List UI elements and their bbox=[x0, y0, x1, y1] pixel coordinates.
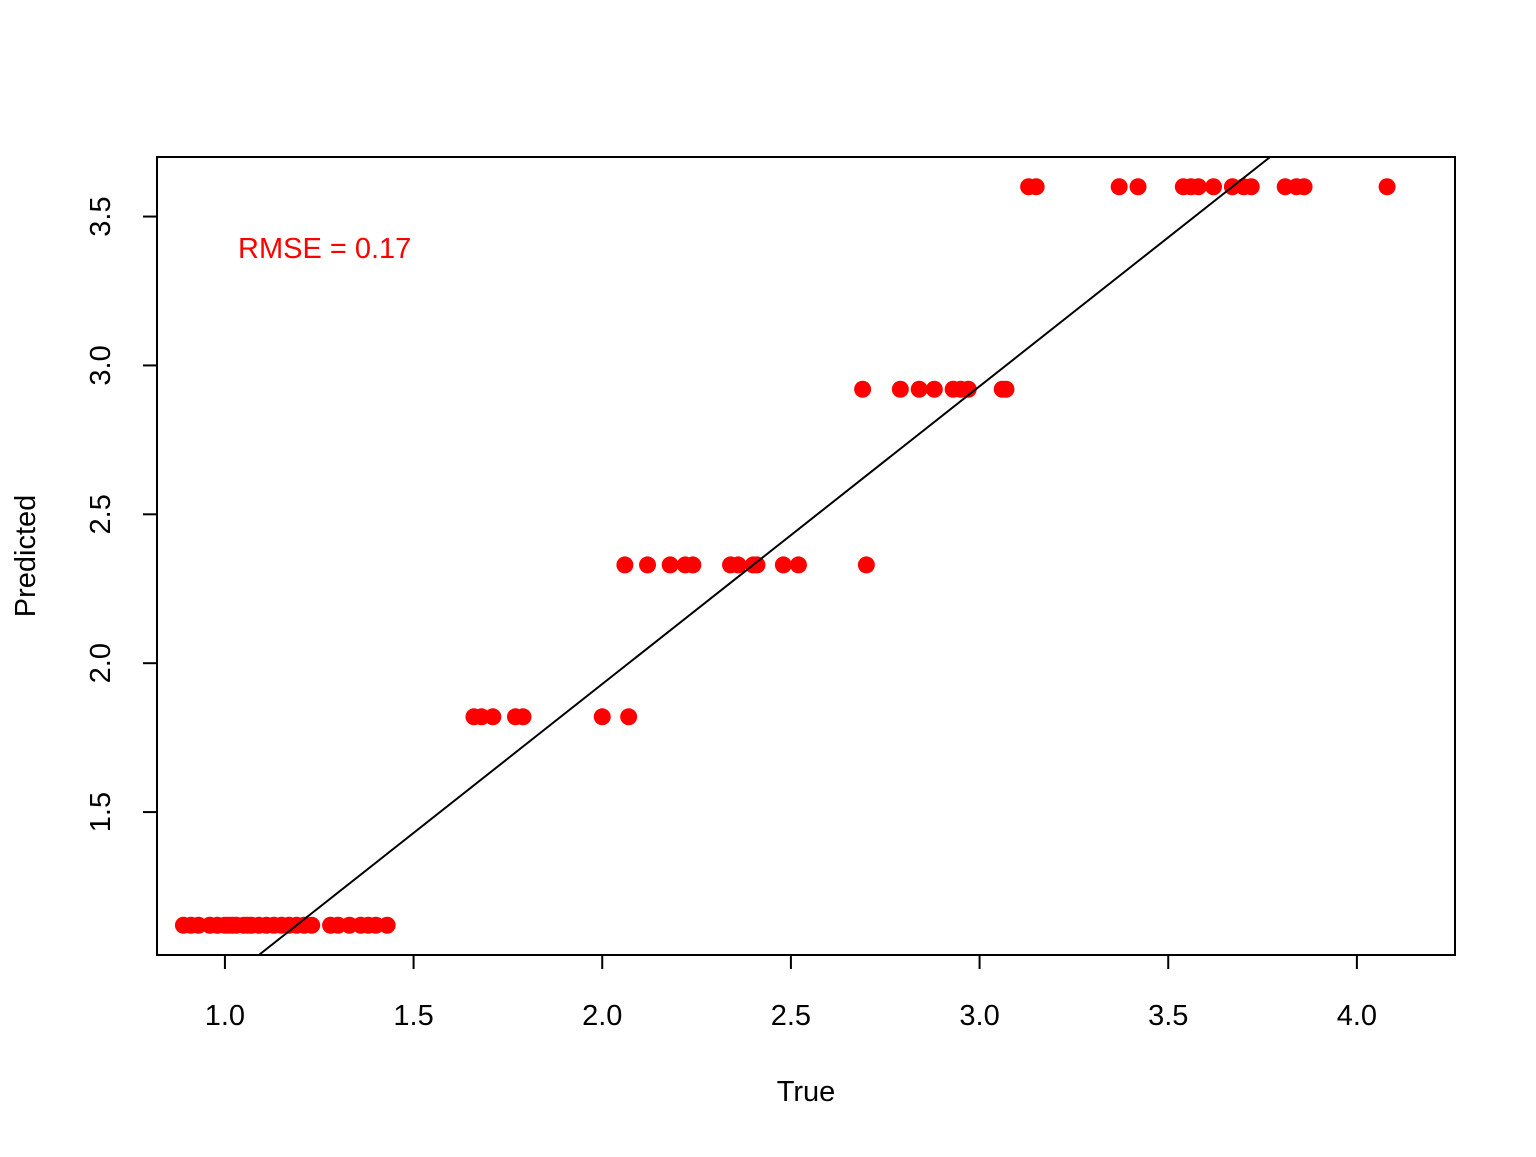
data-point bbox=[303, 916, 321, 934]
y-axis-title: Predicted bbox=[10, 495, 42, 618]
data-point bbox=[684, 556, 702, 574]
x-tick-label: 2.5 bbox=[771, 1000, 811, 1032]
data-point bbox=[620, 708, 638, 726]
x-axis-title: True bbox=[777, 1076, 836, 1108]
data-point bbox=[616, 556, 634, 574]
data-point bbox=[748, 556, 766, 574]
x-axis: 1.0 1.5 2.0 2.5 3.0 3.5 4.0 bbox=[205, 954, 1377, 1032]
data-point bbox=[1378, 178, 1396, 196]
data-point bbox=[593, 708, 611, 726]
data-point bbox=[997, 380, 1015, 398]
data-point bbox=[910, 380, 928, 398]
data-point bbox=[789, 556, 807, 574]
data-point bbox=[854, 380, 872, 398]
data-point bbox=[1129, 178, 1147, 196]
data-point bbox=[925, 380, 943, 398]
y-tick-label: 3.5 bbox=[85, 196, 117, 236]
y-tick-label: 1.5 bbox=[85, 792, 117, 832]
data-point bbox=[1242, 178, 1260, 196]
data-point bbox=[959, 380, 977, 398]
x-tick-label: 4.0 bbox=[1337, 1000, 1377, 1032]
data-point bbox=[1110, 178, 1128, 196]
data-point bbox=[514, 708, 532, 726]
y-tick-label: 2.5 bbox=[85, 494, 117, 534]
data-point bbox=[729, 556, 747, 574]
data-point bbox=[857, 556, 875, 574]
x-tick-label: 3.5 bbox=[1148, 1000, 1188, 1032]
x-tick-label: 1.0 bbox=[205, 1000, 245, 1032]
data-point bbox=[774, 556, 792, 574]
y-tick-label: 2.0 bbox=[85, 643, 117, 683]
data-point bbox=[1189, 178, 1207, 196]
x-tick-label: 1.5 bbox=[393, 1000, 433, 1032]
data-point bbox=[1205, 178, 1223, 196]
x-tick-label: 2.0 bbox=[582, 1000, 622, 1032]
rmse-annotation: RMSE = 0.17 bbox=[238, 233, 411, 265]
data-point bbox=[661, 556, 679, 574]
y-axis: 1.5 2.0 2.5 3.0 3.5 bbox=[85, 196, 158, 832]
data-point bbox=[891, 380, 909, 398]
y-tick-label: 3.0 bbox=[85, 345, 117, 385]
reference-line bbox=[258, 156, 1271, 956]
data-point bbox=[1027, 178, 1045, 196]
data-point bbox=[639, 556, 657, 574]
data-point bbox=[484, 708, 502, 726]
data-point bbox=[1295, 178, 1313, 196]
x-tick-label: 3.0 bbox=[959, 1000, 999, 1032]
reference-line-group bbox=[258, 156, 1271, 956]
data-point bbox=[378, 916, 396, 934]
data-points-group bbox=[174, 178, 1396, 934]
